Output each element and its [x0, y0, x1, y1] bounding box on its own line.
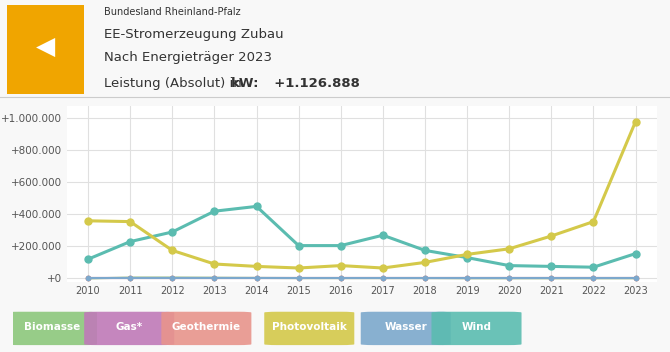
- Text: Wind: Wind: [462, 322, 492, 332]
- FancyBboxPatch shape: [7, 5, 84, 94]
- Text: Wasser: Wasser: [385, 322, 427, 332]
- Text: Gas*: Gas*: [116, 322, 143, 332]
- Text: Photovoltaik: Photovoltaik: [272, 322, 346, 332]
- Text: Biomasse: Biomasse: [24, 322, 80, 332]
- Text: Nach Energieträger 2023: Nach Energieträger 2023: [104, 51, 272, 64]
- Text: ◀: ◀: [36, 35, 55, 59]
- FancyBboxPatch shape: [431, 312, 521, 345]
- FancyBboxPatch shape: [264, 312, 354, 345]
- FancyBboxPatch shape: [360, 312, 451, 345]
- Text: kW:: kW:: [231, 77, 260, 90]
- FancyBboxPatch shape: [84, 312, 174, 345]
- Text: Bundesland Rheinland-Pfalz: Bundesland Rheinland-Pfalz: [104, 7, 241, 17]
- Text: +1.126.888: +1.126.888: [265, 77, 360, 90]
- FancyBboxPatch shape: [161, 312, 251, 345]
- Text: Geothermie: Geothermie: [172, 322, 241, 332]
- FancyBboxPatch shape: [7, 312, 97, 345]
- Text: EE-Stromerzeugung Zubau: EE-Stromerzeugung Zubau: [104, 27, 283, 40]
- Text: Leistung (Absolut) in: Leistung (Absolut) in: [104, 77, 246, 90]
